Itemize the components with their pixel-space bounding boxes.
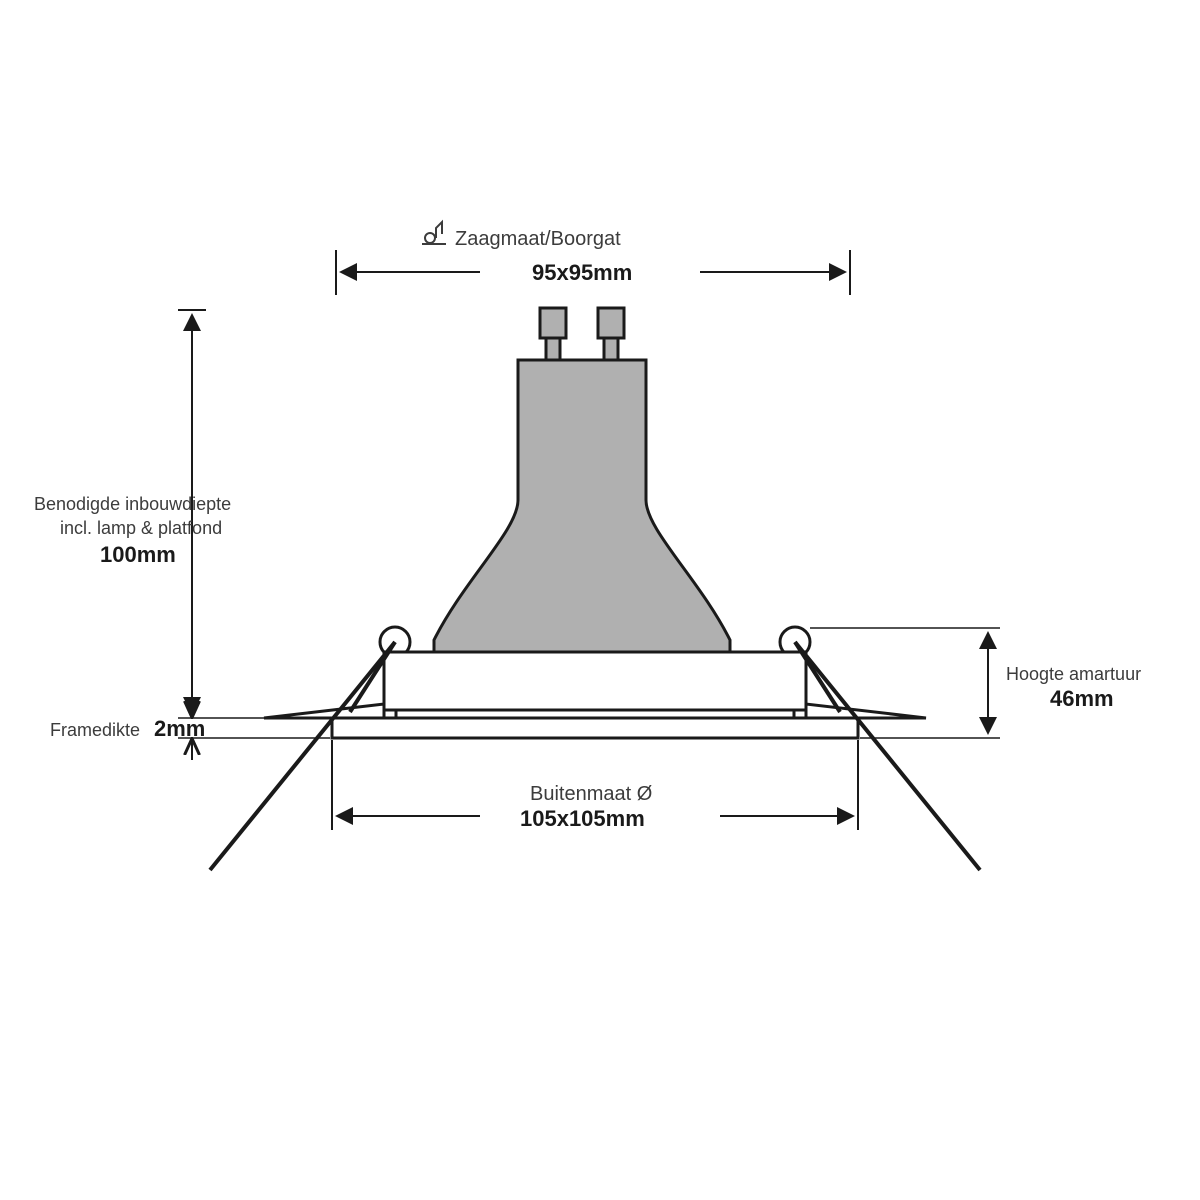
dim-left-label1: Benodigde inbouwdiepte bbox=[34, 494, 231, 514]
lamp-body bbox=[434, 308, 730, 660]
dim-frame-thickness: Framedikte 2mm bbox=[50, 700, 330, 760]
dim-frame-label: Framedikte bbox=[50, 720, 140, 740]
fixture-dimension-diagram: Zaagmaat/Boorgat 95x95mm Benodigde inbou… bbox=[0, 0, 1200, 1200]
fixture-housing bbox=[210, 627, 980, 870]
dim-left-label2: incl. lamp & platfond bbox=[60, 518, 222, 538]
dim-bottom-value: 105x105mm bbox=[520, 806, 645, 831]
dim-top-value: 95x95mm bbox=[532, 260, 632, 285]
dim-frame-value: 2mm bbox=[154, 716, 205, 741]
dim-top-label: Zaagmaat/Boorgat bbox=[455, 228, 621, 250]
dim-left-value: 100mm bbox=[100, 542, 176, 567]
dim-top: Zaagmaat/Boorgat 95x95mm bbox=[336, 222, 850, 295]
dim-right-value: 46mm bbox=[1050, 686, 1114, 711]
dim-left-depth: Benodigde inbouwdiepte incl. lamp & plat… bbox=[34, 310, 231, 712]
dim-right-label: Hoogte amartuur bbox=[1006, 664, 1141, 684]
dim-bottom-label: Buitenmaat Ø bbox=[530, 783, 652, 805]
dim-bottom: Buitenmaat Ø 105x105mm bbox=[332, 740, 858, 831]
